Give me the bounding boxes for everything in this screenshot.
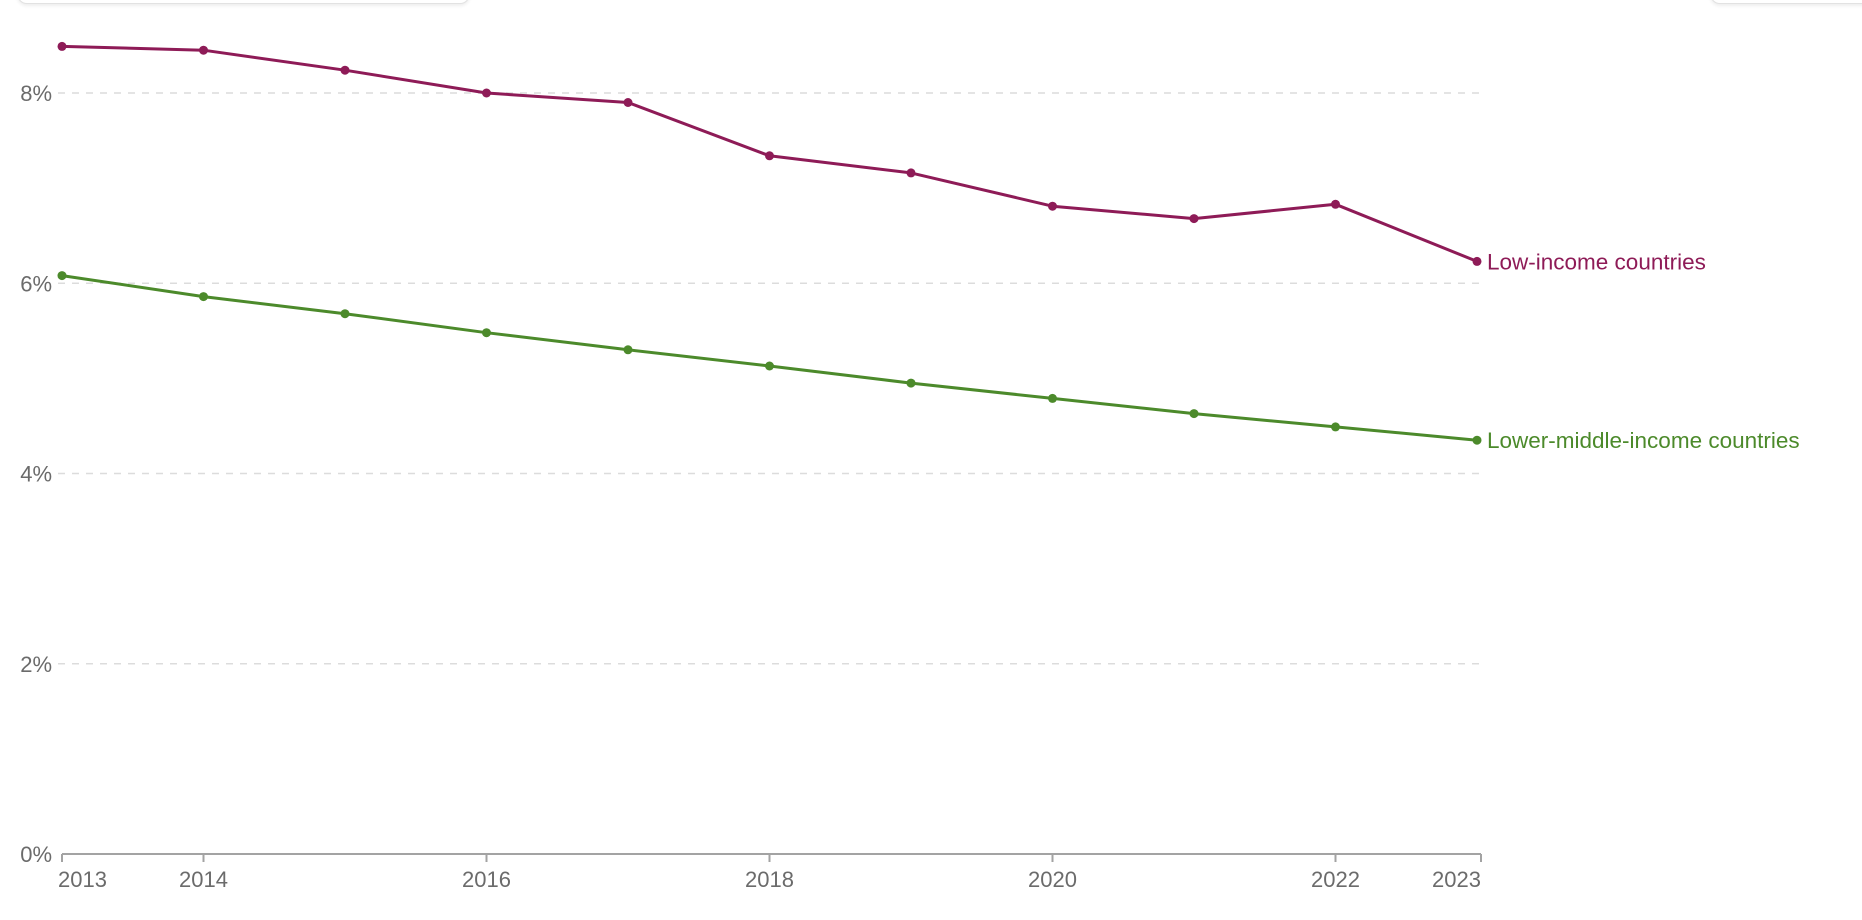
data-point-lower-middle-income-countries-2022 — [1331, 422, 1340, 432]
y-axis-labels: 0% 2% 4% 6% 8% — [20, 81, 52, 867]
data-point-lower-middle-income-countries-2021 — [1189, 409, 1199, 419]
data-point-low-income-countries-2020 — [1048, 201, 1057, 211]
y-tick-label-6%: 6% — [20, 271, 52, 296]
x-axis — [61, 853, 1482, 862]
data-point-low-income-countries-2022 — [1331, 199, 1340, 209]
data-point-low-income-countries-2018 — [765, 151, 774, 161]
data-point-lower-middle-income-countries-2016 — [482, 328, 491, 338]
y-tick-label-4%: 4% — [20, 462, 52, 487]
x-axis-labels: 2013 2014 2016 2018 2020 2022 2023 — [58, 867, 1481, 892]
data-point-lower-middle-income-countries-2020 — [1048, 393, 1057, 403]
series-line-lower-middle-income-countries[interactable] — [60, 274, 1479, 442]
x-tick-label-2018: 2018 — [745, 867, 794, 892]
data-point-low-income-countries-2015 — [340, 65, 350, 75]
data-point-low-income-countries-2016 — [482, 88, 491, 98]
x-tick-label-2016: 2016 — [462, 867, 511, 892]
data-point-low-income-countries-2019 — [906, 168, 916, 178]
data-point-lower-middle-income-countries-2013 — [57, 271, 67, 281]
data-point-low-income-countries-2017 — [623, 98, 633, 107]
x-tick-label-2020: 2020 — [1028, 867, 1077, 892]
data-point-low-income-countries-2021 — [1189, 214, 1199, 224]
x-tick-label-2013: 2013 — [58, 867, 107, 892]
data-point-low-income-countries-2014 — [199, 45, 208, 55]
series-low-income-countries[interactable]: Low-income countries — [57, 41, 1706, 274]
gridlines — [58, 92, 1480, 665]
series-label-low-income-countries[interactable]: Low-income countries — [1487, 249, 1706, 274]
series-lower-middle-income-countries[interactable]: Lower-middle-income countries — [57, 271, 1800, 453]
x-tick-label-2023: 2023 — [1432, 867, 1481, 892]
x-tick-label-2014: 2014 — [179, 867, 228, 892]
data-point-lower-middle-income-countries-2019 — [906, 378, 916, 388]
data-point-lower-middle-income-countries-2014 — [199, 292, 208, 302]
y-tick-label-8%: 8% — [20, 81, 52, 106]
data-point-low-income-countries-2023 — [1472, 256, 1482, 266]
data-point-lower-middle-income-countries-2018 — [765, 361, 774, 371]
y-tick-label-0%: 0% — [20, 842, 52, 867]
y-tick-label-2%: 2% — [20, 652, 52, 677]
data-point-lower-middle-income-countries-2023 — [1472, 435, 1482, 445]
series-label-lower-middle-income-countries[interactable]: Lower-middle-income countries — [1487, 428, 1800, 453]
data-point-lower-middle-income-countries-2017 — [623, 345, 633, 355]
data-point-low-income-countries-2013 — [57, 41, 67, 51]
data-point-lower-middle-income-countries-2015 — [340, 309, 350, 319]
x-tick-label-2022: 2022 — [1311, 867, 1360, 892]
